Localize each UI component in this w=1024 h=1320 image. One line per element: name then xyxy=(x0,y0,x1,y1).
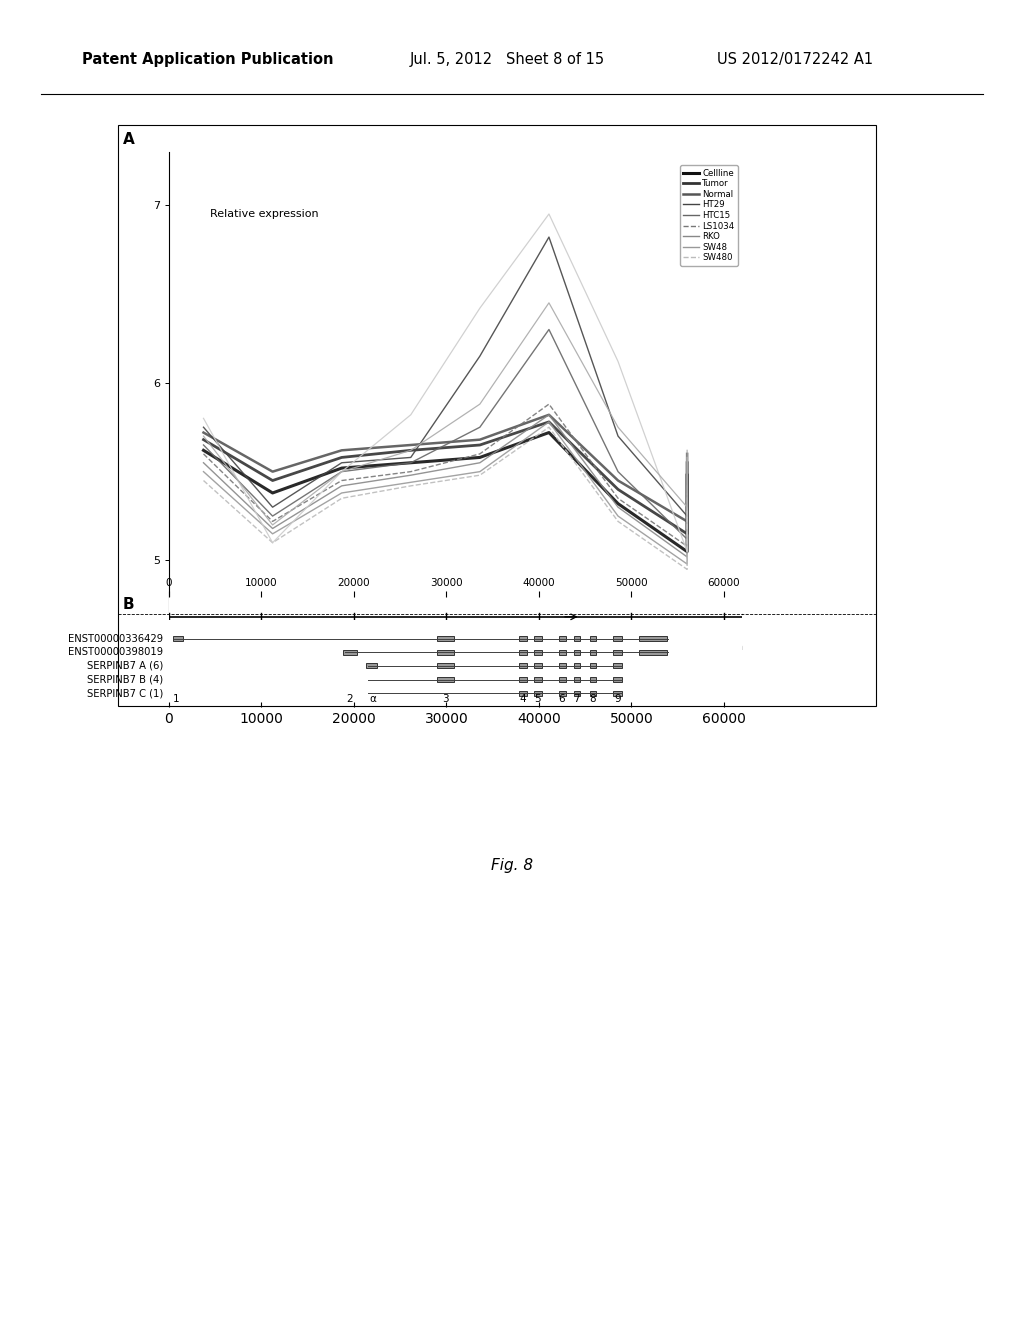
Bar xyxy=(574,636,580,642)
Bar xyxy=(590,636,596,642)
Bar xyxy=(613,649,623,655)
Text: SERPINB7 B (4): SERPINB7 B (4) xyxy=(87,675,164,685)
Legend: Cellline, Tumor, Normal, HT29, HTC15, LS1034, RKO, SW48, SW480: Cellline, Tumor, Normal, HT29, HTC15, LS… xyxy=(680,165,738,265)
Text: SERPINB7 A (6): SERPINB7 A (6) xyxy=(87,661,164,671)
Text: Jul. 5, 2012   Sheet 8 of 15: Jul. 5, 2012 Sheet 8 of 15 xyxy=(410,51,605,67)
Text: 7: 7 xyxy=(573,694,581,704)
Bar xyxy=(366,664,377,668)
Bar xyxy=(173,636,183,642)
Bar xyxy=(559,690,565,696)
Bar xyxy=(574,664,580,668)
Text: B: B xyxy=(123,597,134,611)
Bar xyxy=(518,664,527,668)
Text: ENST00000336429: ENST00000336429 xyxy=(69,634,164,644)
Text: A: A xyxy=(123,132,134,147)
Bar xyxy=(437,636,454,642)
Bar xyxy=(639,636,667,642)
Bar xyxy=(535,664,542,668)
Bar xyxy=(613,664,623,668)
Bar xyxy=(613,690,623,696)
Bar xyxy=(574,649,580,655)
Bar xyxy=(613,636,623,642)
Text: US 2012/0172242 A1: US 2012/0172242 A1 xyxy=(717,51,872,67)
Bar xyxy=(590,677,596,682)
Bar xyxy=(559,677,565,682)
Bar xyxy=(518,649,527,655)
Bar xyxy=(518,677,527,682)
Bar xyxy=(559,649,565,655)
Bar xyxy=(574,690,580,696)
Text: ENST00000398019: ENST00000398019 xyxy=(69,647,164,657)
Text: 1: 1 xyxy=(173,694,179,704)
Bar xyxy=(518,690,527,696)
Text: Relative expression: Relative expression xyxy=(210,209,319,219)
Text: α: α xyxy=(369,694,376,704)
Bar xyxy=(518,636,527,642)
Bar xyxy=(590,664,596,668)
Text: 6: 6 xyxy=(559,694,565,704)
Bar xyxy=(437,664,454,668)
Bar xyxy=(437,677,454,682)
Bar xyxy=(590,690,596,696)
Bar xyxy=(343,649,356,655)
Bar xyxy=(559,636,565,642)
Bar xyxy=(535,649,542,655)
X-axis label: Exon: Exon xyxy=(718,642,744,652)
Text: Patent Application Publication: Patent Application Publication xyxy=(82,51,334,67)
Bar xyxy=(559,664,565,668)
Bar xyxy=(590,649,596,655)
Bar xyxy=(535,690,542,696)
Text: 8: 8 xyxy=(589,694,596,704)
Text: Fig. 8: Fig. 8 xyxy=(490,858,534,873)
Text: SERPINB7 C (1): SERPINB7 C (1) xyxy=(87,688,164,698)
Bar xyxy=(639,649,667,655)
Text: 5: 5 xyxy=(535,694,542,704)
Text: 4: 4 xyxy=(519,694,525,704)
Text: 3: 3 xyxy=(442,694,449,704)
Bar xyxy=(613,677,623,682)
Bar xyxy=(574,677,580,682)
Text: 9: 9 xyxy=(614,694,621,704)
Bar xyxy=(535,636,542,642)
Text: 2: 2 xyxy=(346,694,352,704)
Bar xyxy=(437,649,454,655)
Bar xyxy=(535,677,542,682)
